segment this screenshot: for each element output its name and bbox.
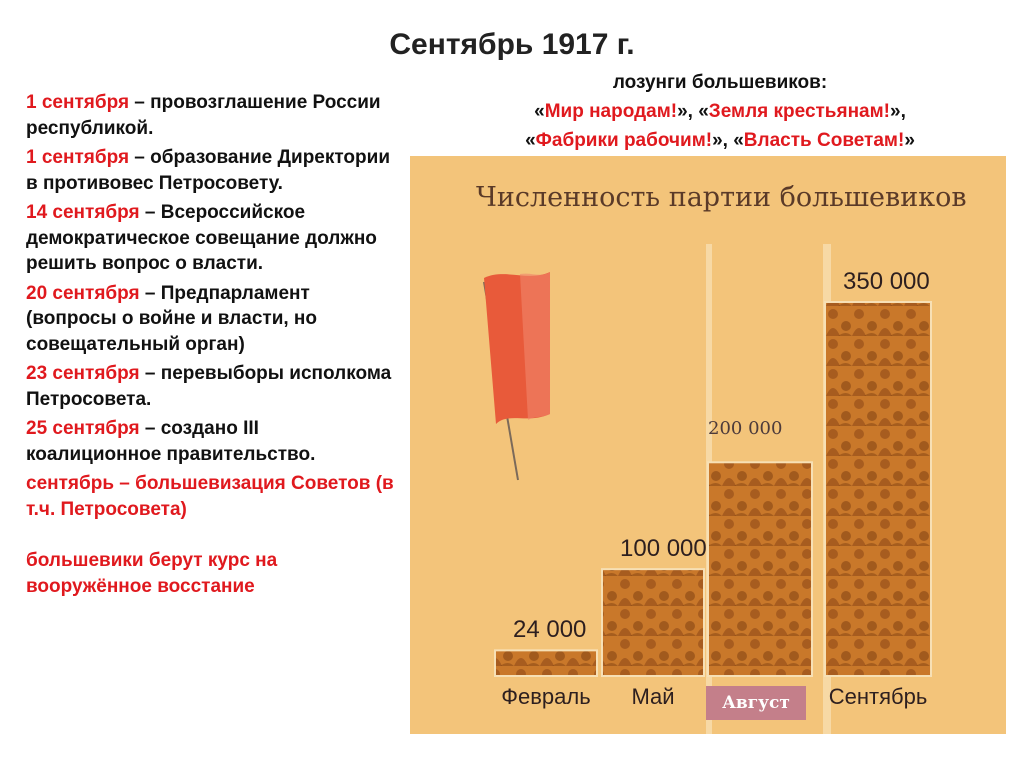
event-date: 1 сентября — [26, 92, 130, 113]
event-text: – провозглашение России республикой. — [26, 92, 381, 139]
event-text: – создано III коалиционное правительство… — [26, 418, 316, 465]
bolshevization-note: сентябрь – большевизация Советов (в т.ч.… — [26, 473, 394, 520]
category-label: Август — [706, 686, 806, 720]
slogan: Мир народам! — [544, 101, 678, 122]
event-item: 14 сентября – Всероссийское демократичес… — [26, 200, 398, 277]
event-date: 23 сентября — [26, 363, 140, 384]
value-label: 100 000 — [620, 535, 707, 563]
slogans-line-1: «Мир народам!», «Земля крестьянам!», — [534, 101, 906, 122]
slogan: Фабрики рабочим! — [535, 130, 713, 151]
bar-chart — [483, 244, 932, 734]
chart-panel: Численность партии большевиков 24 000 Фев… — [410, 156, 1006, 734]
event-item: 20 сентября – Предпарламент (вопросы о в… — [26, 281, 398, 358]
event-item: 1 сентября – образование Директории в пр… — [26, 145, 398, 196]
slide-title: Сентябрь 1917 г. — [389, 28, 635, 61]
event-text: – Всероссийское демократическое совещани… — [26, 202, 377, 274]
category-label: Май — [631, 684, 675, 709]
category-label: Сентябрь — [828, 684, 928, 709]
event-date: 14 сентября — [26, 202, 140, 223]
slogan: Земля крестьянам! — [708, 101, 891, 122]
value-label: 24 000 — [513, 616, 587, 644]
events-list: 1 сентября – провозглашение России респу… — [26, 90, 398, 603]
event-item: 25 сентября – создано III коалиционное п… — [26, 416, 398, 467]
value-label: 350 000 — [843, 268, 930, 295]
event-text: – образование Директории в противовес Пе… — [26, 147, 391, 194]
event-date: 1 сентября — [26, 147, 130, 168]
slogans-header: лозунги большевиков: — [612, 72, 828, 93]
slogan: Власть Советам! — [743, 130, 905, 151]
event-text: – перевыборы исполкома Петросовета. — [26, 363, 392, 410]
slogans-line-2: «Фабрики рабочим!», «Власть Советам!» — [525, 130, 915, 151]
event-date: 20 сентября — [26, 282, 140, 304]
bar-0 — [494, 649, 598, 677]
armed-uprising-note: большевики берут курс на вооружённое вос… — [26, 550, 278, 597]
event-item: 1 сентября – провозглашение России респу… — [26, 90, 398, 141]
bar-3 — [824, 301, 932, 677]
bar-2 — [707, 461, 813, 677]
event-item: 23 сентября – перевыборы исполкома Петро… — [26, 361, 398, 412]
slogans-block: лозунги большевиков: «Мир народам!», «Зе… — [440, 68, 1000, 155]
red-flag-icon — [483, 272, 550, 481]
event-text: – Предпарламент (вопросы о войне и власт… — [26, 282, 318, 355]
chart-title: Численность партии большевиков — [476, 182, 967, 213]
bar-1 — [601, 568, 705, 677]
category-label: Февраль — [501, 684, 591, 709]
value-label: 200 000 — [708, 418, 783, 440]
event-date: 25 сентября — [26, 418, 140, 439]
